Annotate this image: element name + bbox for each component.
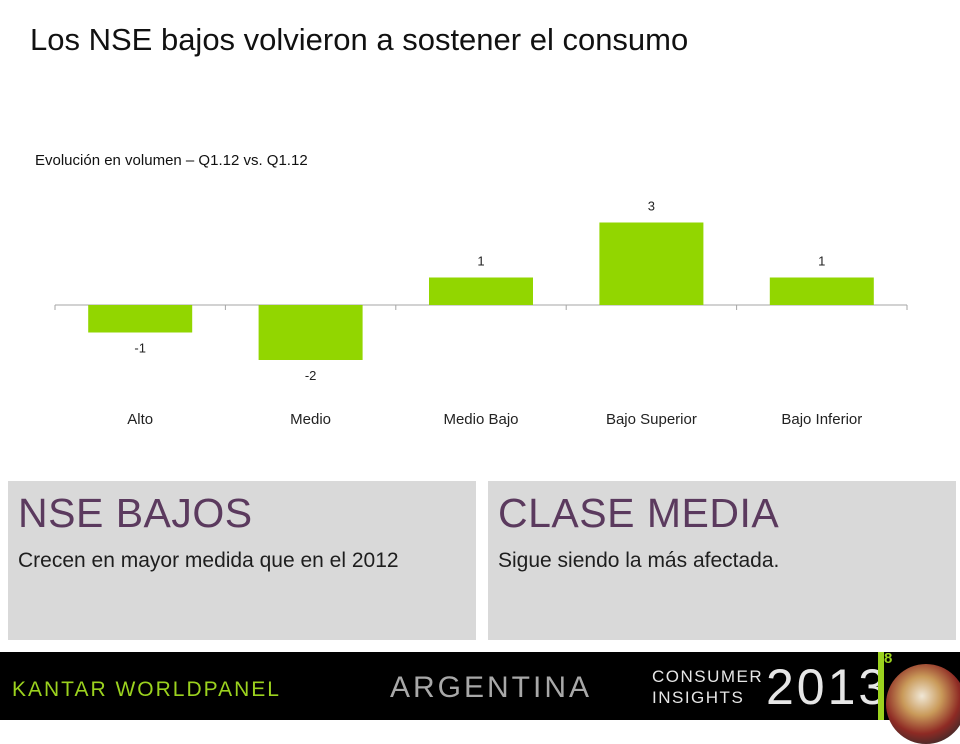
category-label: Bajo Inferior bbox=[781, 411, 862, 428]
card-text: Sigue siendo la más afectada. bbox=[498, 549, 780, 572]
card-heading: CLASE MEDIA bbox=[498, 490, 780, 536]
bar bbox=[429, 277, 533, 305]
page-title: Los NSE bajos volvieron a sostener el co… bbox=[30, 22, 689, 57]
data-label: -2 bbox=[305, 368, 317, 383]
bar bbox=[258, 305, 363, 360]
card-clase-media: CLASE MEDIA Sigue siendo la más afectada… bbox=[488, 481, 956, 640]
category-label: Bajo Superior bbox=[606, 411, 697, 428]
year-label: 2013 bbox=[766, 659, 890, 715]
data-label: 1 bbox=[477, 254, 484, 269]
card-text: Crecen en mayor medida que en el 2012 bbox=[18, 549, 399, 572]
category-label: Medio Bajo bbox=[443, 411, 518, 428]
chart-title: Evolución en volumen – Q1.12 vs. Q1.12 bbox=[35, 152, 308, 169]
bar bbox=[769, 277, 874, 305]
consumer-insights-label: CONSUMER INSIGHTS bbox=[652, 666, 763, 708]
category-label: Medio bbox=[290, 411, 331, 428]
globe-image bbox=[886, 664, 960, 744]
page-number: 8 bbox=[884, 650, 893, 667]
footer-banner: KANTAR WORLDPANEL ARGENTINA CONSUMER INS… bbox=[0, 652, 960, 720]
category-label: Alto bbox=[127, 411, 153, 428]
insights-word: INSIGHTS bbox=[652, 688, 745, 707]
kantar-worldpanel-logo: KANTAR WORLDPANEL bbox=[12, 678, 281, 701]
data-label: 1 bbox=[818, 254, 825, 269]
bar-chart: -1 Alto -2 Medio 1 Medio Bajo 3 Bajo Superior 1 B… bbox=[54, 199, 908, 428]
data-label: -1 bbox=[134, 341, 146, 356]
card-heading: NSE BAJOS bbox=[18, 490, 253, 536]
bar bbox=[88, 305, 193, 333]
card-nse-bajos: NSE BAJOS Crecen en mayor medida que en … bbox=[8, 481, 476, 640]
accent-bar bbox=[878, 652, 884, 720]
bar bbox=[599, 222, 704, 305]
country-label: ARGENTINA bbox=[390, 671, 593, 704]
consumer-word: CONSUMER bbox=[652, 667, 764, 686]
data-label: 3 bbox=[648, 199, 655, 214]
